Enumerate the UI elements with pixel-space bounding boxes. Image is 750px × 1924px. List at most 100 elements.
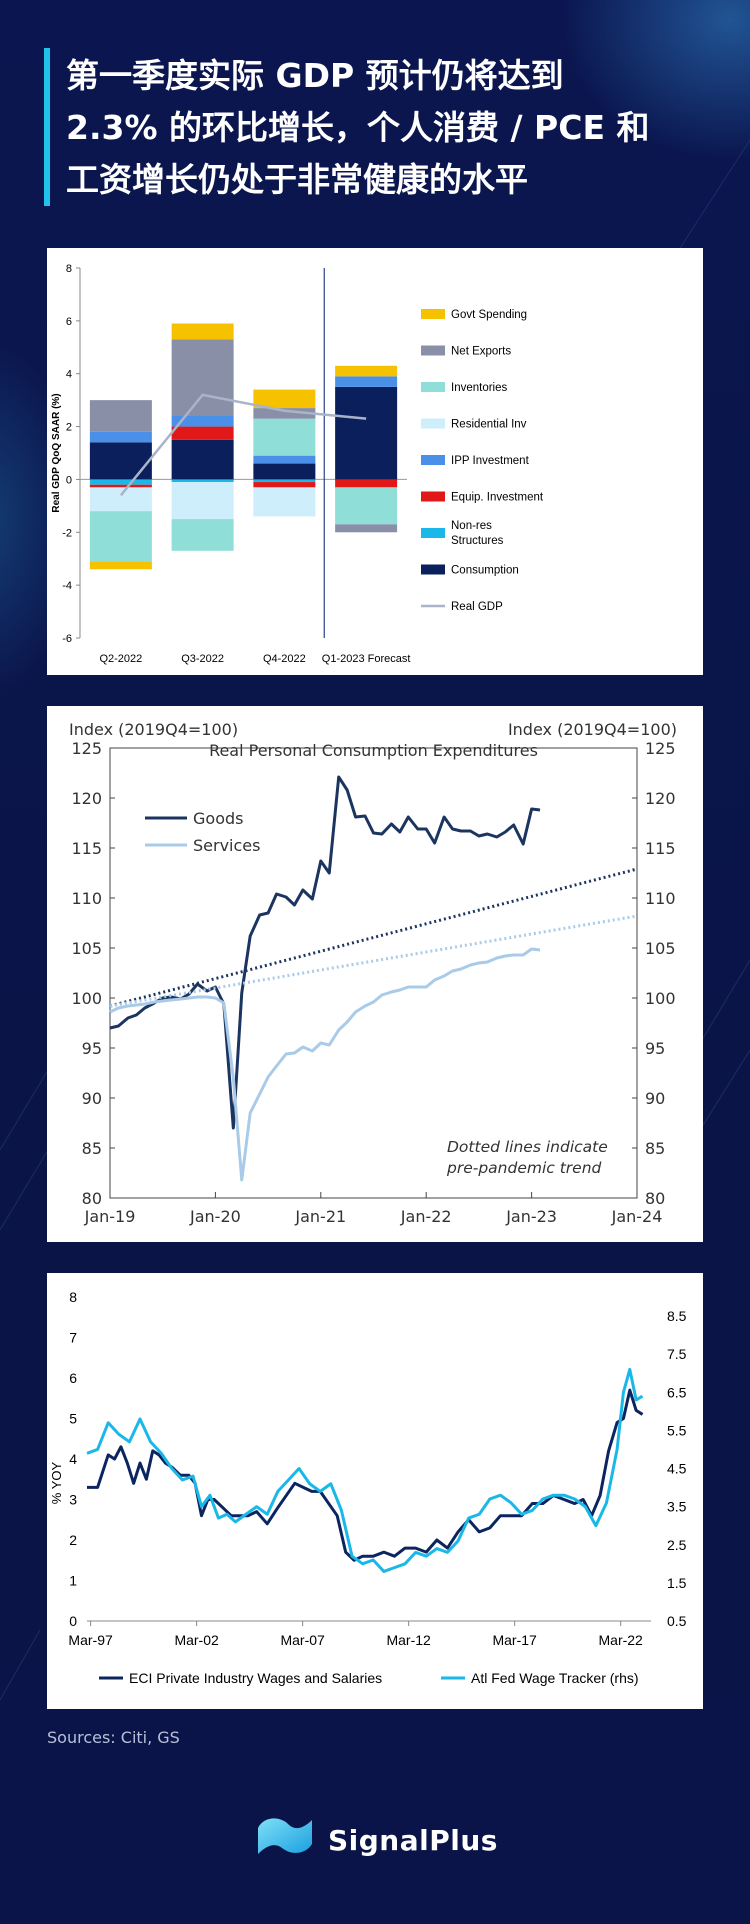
- x-tick-label: Q3-2022: [181, 653, 224, 665]
- legend-label: Equip. Investment: [451, 492, 544, 504]
- legend-label: Atl Fed Wage Tracker (rhs): [471, 1670, 639, 1686]
- bar-segment-ipp-investment: [89, 431, 152, 443]
- series-line-goods: [109, 775, 541, 1130]
- y-tick-label-left: 100: [71, 989, 102, 1008]
- y-tick-label-right: 1.5: [667, 1575, 687, 1591]
- y-tick-label-right: 120: [645, 789, 676, 808]
- y-tick-label-left: 95: [82, 1039, 102, 1058]
- legend-label: Govt Spending: [451, 309, 527, 321]
- title-accent-bar: [44, 48, 50, 206]
- trend-line-goods: [109, 867, 638, 1008]
- legend-label: Net Exports: [451, 346, 511, 358]
- y-axis-label-right: Index (2019Q4=100): [508, 720, 677, 739]
- x-tick-label: Jan-20: [189, 1207, 241, 1226]
- bar-segment-consumption: [335, 386, 398, 480]
- y-tick-label-left: 105: [71, 939, 102, 958]
- annotation-line: pre-pandemic trend: [446, 1159, 602, 1177]
- y-tick-label: -2: [62, 527, 72, 539]
- x-tick-label: Q2-2022: [99, 653, 142, 665]
- bar-segment-net-exports: [335, 524, 398, 533]
- legend-swatch: [421, 491, 445, 502]
- brand-logo: SignalPlus: [250, 1810, 510, 1870]
- y-tick-label-left: 3: [69, 1492, 77, 1508]
- eci-wages-line: [87, 1388, 644, 1562]
- y-tick-label-left: 6: [69, 1370, 77, 1386]
- legend-label: Residential Inv: [451, 419, 527, 431]
- y-tick-label-left: 7: [69, 1330, 77, 1346]
- x-tick-label: Mar-22: [599, 1632, 644, 1648]
- x-tick-label: Jan-19: [84, 1207, 136, 1226]
- bar-segment-non-res-structures: [171, 479, 234, 483]
- legend-label: Goods: [193, 809, 243, 828]
- y-tick-label-left: 115: [71, 839, 102, 858]
- y-axis-label-left: Index (2019Q4=100): [69, 720, 238, 739]
- y-tick-label-right: 80: [645, 1189, 665, 1208]
- legend-swatch: [421, 528, 445, 538]
- x-tick-label: Q4-2022: [263, 653, 306, 665]
- chart-title: Real Personal Consumption Expenditures: [209, 741, 538, 760]
- legend-label: Consumption: [451, 565, 519, 577]
- bar-segment-consumption: [253, 463, 316, 480]
- y-tick-label-right: 115: [645, 839, 676, 858]
- trend-line-services: [109, 914, 638, 1008]
- bar-segment-inventories: [89, 511, 152, 562]
- pce-chart-svg: 80 80 85 85 90 90 95 95 100 100 105 105 110 110 115 115…: [69, 720, 677, 1226]
- legend-label: ECI Private Industry Wages and Salaries: [129, 1670, 382, 1686]
- y-axis-label: Real GDP QoQ SAAR (%): [51, 393, 62, 512]
- legend-label-part: Structures: [451, 535, 504, 547]
- y-tick-label-right: 5.5: [667, 1422, 687, 1438]
- wage-growth-chart: 0 1 2 3 4 5 6 7 8 0.5 1.5 2.5 3.5 4.5 5.5 6.5 7.5 8.5 Mar-…: [47, 1273, 703, 1709]
- y-tick-label-left: 1: [69, 1573, 77, 1589]
- legend-label-part: Non-res: [451, 520, 492, 532]
- bar-segment-consumption: [171, 439, 234, 480]
- bar-segment-net-exports: [89, 400, 152, 432]
- x-tick-label: Q1-2023 Forecast: [322, 653, 411, 665]
- bar-segment-residential-inv: [171, 482, 234, 520]
- y-tick-label: 2: [66, 422, 72, 434]
- plot-frame: [109, 747, 638, 1199]
- legend-swatch: [421, 309, 445, 319]
- y-tick-label-right: 125: [645, 739, 676, 758]
- legend-swatch: [421, 455, 445, 465]
- y-tick-label-right: 0.5: [667, 1613, 687, 1629]
- bar-segment-ipp-investment: [335, 376, 398, 387]
- y-tick-label-left: 120: [71, 789, 102, 808]
- y-tick-label: -6: [62, 633, 72, 645]
- y-tick-label-left: 110: [71, 889, 102, 908]
- bar-segment-equip-investment: [89, 484, 152, 488]
- x-tick-label: Jan-24: [611, 1207, 663, 1226]
- y-tick-label-right: 95: [645, 1039, 665, 1058]
- gdp-chart-svg: -6 -4 -2 0 2 4 6 8 Real GDP QoQ SAAR (%) Q2-2022 Q…: [51, 263, 544, 665]
- legend-label: Real GDP: [451, 601, 503, 613]
- bar-segment-inventories: [171, 519, 234, 551]
- y-tick-label: 8: [66, 263, 72, 275]
- atl-fed-wage-line: [86, 1367, 644, 1573]
- y-tick-label-left: 4: [69, 1451, 77, 1467]
- y-tick-label-left: 0: [69, 1613, 77, 1629]
- y-tick-label: -4: [62, 580, 72, 592]
- gdp-contributions-chart: -6 -4 -2 0 2 4 6 8 Real GDP QoQ SAAR (%) Q2-2022 Q…: [47, 248, 703, 675]
- bar-segment-residential-inv: [253, 487, 316, 517]
- bar-segment-ipp-investment: [171, 416, 234, 427]
- y-tick-label-left: 85: [82, 1139, 102, 1158]
- legend-label: Services: [193, 836, 260, 855]
- x-tick-label: Jan-23: [505, 1207, 557, 1226]
- y-tick-label-left: 8: [69, 1289, 77, 1305]
- bar-segment-equip-investment: [253, 482, 316, 488]
- y-axis-label: % YOY: [49, 1461, 64, 1504]
- bar-segment-equip-investment: [335, 479, 398, 488]
- bar-segment-net-exports: [253, 408, 316, 419]
- series-line-services: [109, 947, 541, 1182]
- y-tick-label-left: 80: [82, 1189, 102, 1208]
- y-tick-label-left: 125: [71, 739, 102, 758]
- y-tick-label-right: 4.5: [667, 1461, 687, 1477]
- y-tick-label-left: 90: [82, 1089, 102, 1108]
- sources-note: Sources: Citi, GS: [47, 1728, 180, 1747]
- x-tick-label: Mar-02: [174, 1632, 219, 1648]
- y-tick-label-right: 110: [645, 889, 676, 908]
- y-tick-label-right: 90: [645, 1089, 665, 1108]
- signalplus-logo-icon: [258, 1818, 312, 1854]
- bar-segment-govt-spending: [253, 389, 316, 409]
- real-pce-chart: 80 80 85 85 90 90 95 95 100 100 105 105 110 110 115 115…: [47, 706, 703, 1242]
- bar-segment-govt-spending: [171, 323, 234, 340]
